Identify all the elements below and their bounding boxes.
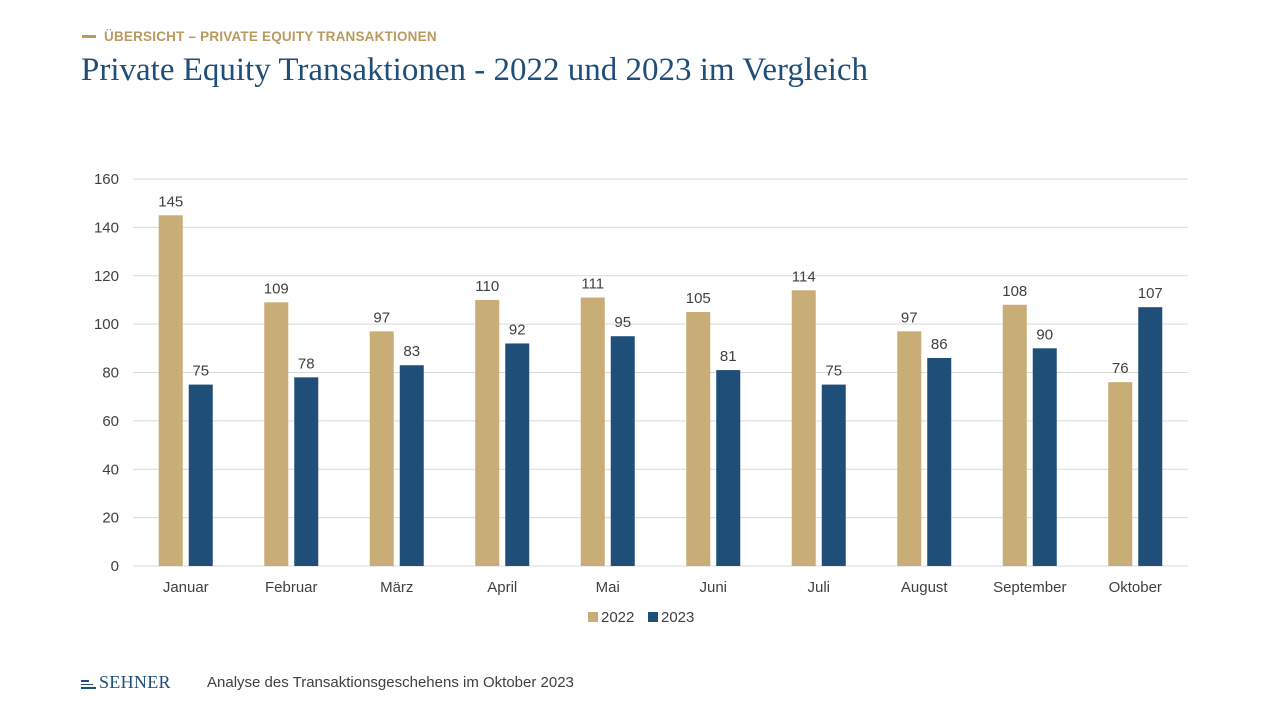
data-label: 97 [901,309,918,326]
data-label: 107 [1138,285,1163,302]
data-label: 97 [373,309,390,326]
bar-2022 [1108,382,1133,566]
y-tick-label: 60 [102,413,119,430]
bar-2022 [264,302,289,566]
x-tick-label: August [901,579,949,596]
bar-2023 [927,357,952,566]
y-tick-label: 160 [94,171,119,188]
data-label: 145 [158,193,183,210]
company-logo: SEHNER [81,672,171,693]
x-tick-label: Juni [699,579,727,596]
x-tick-label: Oktober [1109,579,1162,596]
data-label: 114 [792,268,816,285]
bar-2023 [1138,307,1163,566]
section-eyebrow: ÜBERSICHT – PRIVATE EQUITY TRANSAKTIONEN [82,29,437,44]
bar-2022 [580,297,605,566]
bar-2023 [505,343,530,566]
y-tick-label: 20 [102,510,119,527]
data-label: 109 [264,280,289,297]
bar-2023 [399,365,424,566]
bar-2022 [1002,304,1027,566]
bar-2022 [897,331,922,566]
x-tick-label: September [993,579,1066,596]
data-label: 111 [581,276,604,293]
data-label: 81 [720,348,737,365]
y-tick-label: 140 [94,219,119,236]
bar-2023 [716,370,741,566]
bar-2023 [188,384,213,566]
data-label: 75 [192,363,209,380]
bar-2022 [686,312,711,566]
x-tick-label: Juli [807,579,830,596]
legend-swatch [648,612,658,622]
logo-lines-icon [81,680,96,689]
eyebrow-text: ÜBERSICHT – PRIVATE EQUITY TRANSAKTIONEN [104,29,437,44]
bar-2023 [1032,348,1057,566]
y-tick-label: 40 [102,461,119,478]
data-label: 75 [825,363,842,380]
x-tick-label: Februar [265,579,318,596]
bar-2022 [158,215,183,566]
x-tick-label: April [487,579,517,596]
y-tick-label: 100 [94,316,119,333]
x-tick-label: Januar [163,579,209,596]
bar-2023 [294,377,319,566]
bar-2023 [610,336,635,566]
legend-label: 2022 [601,609,634,626]
eyebrow-dash [82,35,96,38]
data-label: 105 [686,290,711,307]
footer-caption: Analyse des Transaktionsgeschehens im Ok… [207,674,574,691]
page-title: Private Equity Transaktionen - 2022 und … [81,52,869,88]
y-tick-label: 80 [102,365,119,382]
legend-label: 2023 [661,609,694,626]
data-label: 78 [298,355,315,372]
data-label: 83 [403,343,420,360]
y-tick-label: 0 [111,558,119,575]
x-tick-label: März [380,579,413,596]
bar-2022 [475,299,500,566]
legend-swatch [588,612,598,622]
bar-2023 [821,384,846,566]
data-label: 90 [1036,326,1053,343]
data-label: 95 [614,314,631,331]
logo-text: SEHNER [99,672,171,692]
bar-2022 [791,290,816,566]
data-label: 108 [1002,283,1027,300]
data-label: 86 [931,336,948,353]
data-label: 92 [509,321,526,338]
data-label: 76 [1112,360,1129,377]
bar-2022 [369,331,394,566]
x-tick-label: Mai [596,579,620,596]
y-tick-label: 120 [94,268,119,285]
data-label: 110 [475,278,499,295]
